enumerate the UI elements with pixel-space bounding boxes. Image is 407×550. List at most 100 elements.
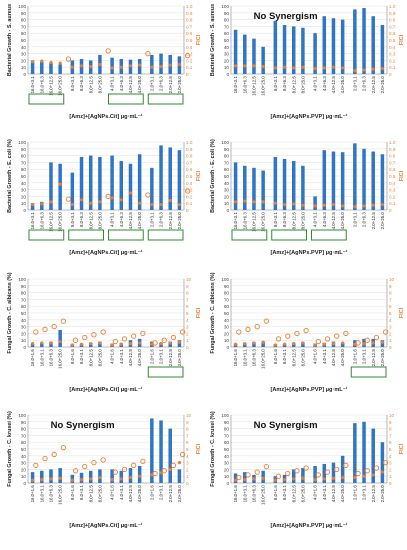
x-tick-label: 4.0+25.0 [137,349,142,367]
fici-marker [58,182,62,186]
y-tick-label: 70 [21,433,27,438]
fici-marker [177,62,182,67]
growth-bar [159,420,163,483]
y2-tick-label: 1 [186,338,189,343]
fici-open-marker [254,323,260,330]
x-axis-label: [Amz]+[AgNPs.Cit] μg·mL⁻¹ [69,522,142,529]
fici-marker [331,476,336,480]
synergy-highlight-box [350,366,387,378]
x-tick-label: 2.0+3.1 [159,485,164,500]
y2-axis-label: FICI [196,307,202,318]
growth-bar [362,8,366,74]
y-tick-label: 30 [224,52,230,57]
x-tick-label: 16.0+6.3 [242,76,247,94]
fici-marker [110,478,114,482]
x-tick-label: 4.0+12.5 [128,212,133,230]
x-tick-label: 8.0+6.3 [79,76,84,91]
y2-tick-label: 2 [389,467,392,472]
y2-tick-label: 2 [186,331,189,336]
x-axis-label: [Amz]+[AgNPs.PVP] μg·mL⁻¹ [270,386,347,393]
x-tick-label: 16.0+1.6 [233,349,238,367]
x-tick-label: 8.0+12.5 [291,76,296,94]
x-tick-label: 4.0+12.5 [128,485,133,503]
x-tick-label: 8.0+25.0 [98,349,103,367]
y2-tick-label: 0.2 [186,58,193,63]
x-tick-label: 16.0+3.1 [233,212,238,230]
growth-bar [119,470,124,483]
x-tick-label: 8.0+1.6 [70,485,75,500]
growth-bar [49,162,53,210]
fici-open-marker [185,52,191,59]
y-tick-label: 10 [21,65,27,70]
y-tick-label: 30 [224,188,230,193]
fici-marker [159,64,163,69]
y2-tick-label: 7 [186,297,189,302]
y2-tick-label: 4 [186,454,189,459]
y-tick-label: 20 [224,58,230,63]
x-axis-label: [Amz]+[AgNPs.PVP] μg·mL⁻¹ [270,249,347,256]
x-tick-label: 4.0+6.3 [119,212,124,227]
fici-marker [168,63,172,67]
fici-open-marker [140,330,146,337]
fici-open-marker [343,462,349,468]
x-tick-label: 8.0+1.6 [70,349,75,364]
x-tick-label: 4.0+25.0 [340,485,345,503]
x-axis-label: [Amz]+[AgNPs.PVP] μg·mL⁻¹ [270,113,347,120]
x-tick-label: 4.0+3.1 [110,76,115,91]
fici-marker [292,342,296,346]
synergy-highlight-box [108,229,144,241]
x-tick-label: 4.0+25.0 [137,212,142,230]
x-tick-label: 2.0+25.0 [380,76,385,94]
x-tick-label: 4.0+25.0 [137,485,142,503]
chart-panel-b: 010203040506070809010000.10.20.30.40.50.… [210,4,405,120]
x-tick-label: 8.0+12.5 [291,212,296,230]
growth-bar [371,151,375,210]
y2-tick-label: 0.6 [389,167,396,172]
fici-open-marker [140,458,146,464]
x-tick-label: 16.0+6.3 [252,485,257,503]
fici-marker [40,341,44,345]
growth-bar [88,155,93,210]
x-tick-label: 8.0+12.5 [88,212,93,230]
growth-bar [233,473,238,483]
x-tick-label: 16.0+12.5 [252,76,257,96]
y2-tick-label: 1.0 [389,4,396,9]
y2-tick-label: 0.9 [389,147,396,152]
y2-tick-label: 2 [389,331,392,336]
y2-tick-label: 7 [389,297,392,302]
fici-open-marker [179,329,186,335]
y2-tick-label: 0.7 [186,24,193,29]
y2-tick-label: 0 [389,481,392,486]
y-tick-label: 40 [21,45,27,50]
x-tick-label: 8.0+12.5 [291,349,296,367]
y2-tick-label: 0.1 [389,201,396,206]
x-tick-label: 16.0+12.5 [49,76,54,96]
fici-marker [261,64,265,69]
x-tick-label: 4.0+1.6 [110,485,115,500]
growth-bar [353,143,357,210]
x-tick-label: 8.0+3.1 [282,349,287,364]
fici-marker [282,202,287,207]
fici-marker [98,62,102,67]
fici-open-marker [285,470,291,477]
y-tick-label: 0 [23,208,26,213]
fici-marker [261,340,265,344]
x-tick-label: 2.0+3.1 [352,76,357,91]
x-tick-label: 16.0+6.3 [49,485,54,503]
y-tick-label: 0 [226,481,229,486]
x-tick-label: 2.0+6.3 [159,76,164,91]
y-tick-label: 10 [21,338,27,343]
growth-bar [331,18,336,75]
x-tick-label: 4.0+3.1 [313,76,318,91]
y-axis-label: Bacterial Growth - S. aureus [210,4,216,76]
x-tick-label: 2.0+12.5 [168,485,173,503]
x-tick-label: 2.0+6.3 [362,212,367,227]
growth-bar [119,161,124,210]
y-axis-label: Fungal Growth - C. krusei (%) [210,411,216,487]
growth-bar [252,167,256,210]
growth-bar [340,342,345,347]
x-tick-label: 4.0+3.1 [313,212,318,227]
fici-open-marker [131,462,137,468]
fici-marker [110,196,114,200]
fici-marker [49,341,53,345]
